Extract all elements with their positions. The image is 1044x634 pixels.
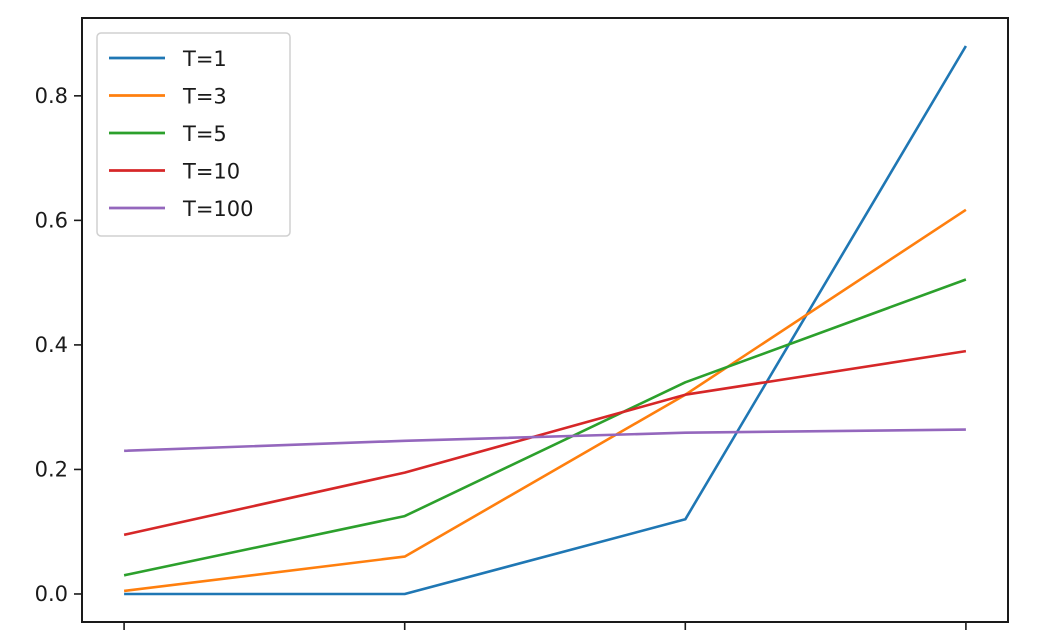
legend-label: T=3 [182,85,227,109]
y-tick-label: 0.2 [35,457,68,481]
series-line [124,45,968,596]
legend-label: T=10 [182,160,240,184]
series-line [123,208,967,593]
plot-frame [81,17,1009,623]
y-tick-label: 0.8 [35,84,68,108]
y-tick-label: 0.4 [35,333,68,357]
legend-label: T=1 [182,47,227,71]
y-tick-label: 0.6 [35,208,68,232]
series-line [124,428,966,453]
legend-label: T=5 [182,122,227,146]
legend-box [96,32,291,237]
y-axis-ticks: 0.0 0.2 0.4 0.6 0.8 [35,84,82,606]
series-line [123,278,967,577]
legend: T=1 T=3 T=5 T=10 T=100 [96,32,291,237]
x-axis-ticks [123,622,967,630]
y-tick-label: 0.0 [35,582,68,606]
legend-label: T=100 [182,197,254,221]
series-lines [123,45,968,596]
series-line [123,349,967,537]
